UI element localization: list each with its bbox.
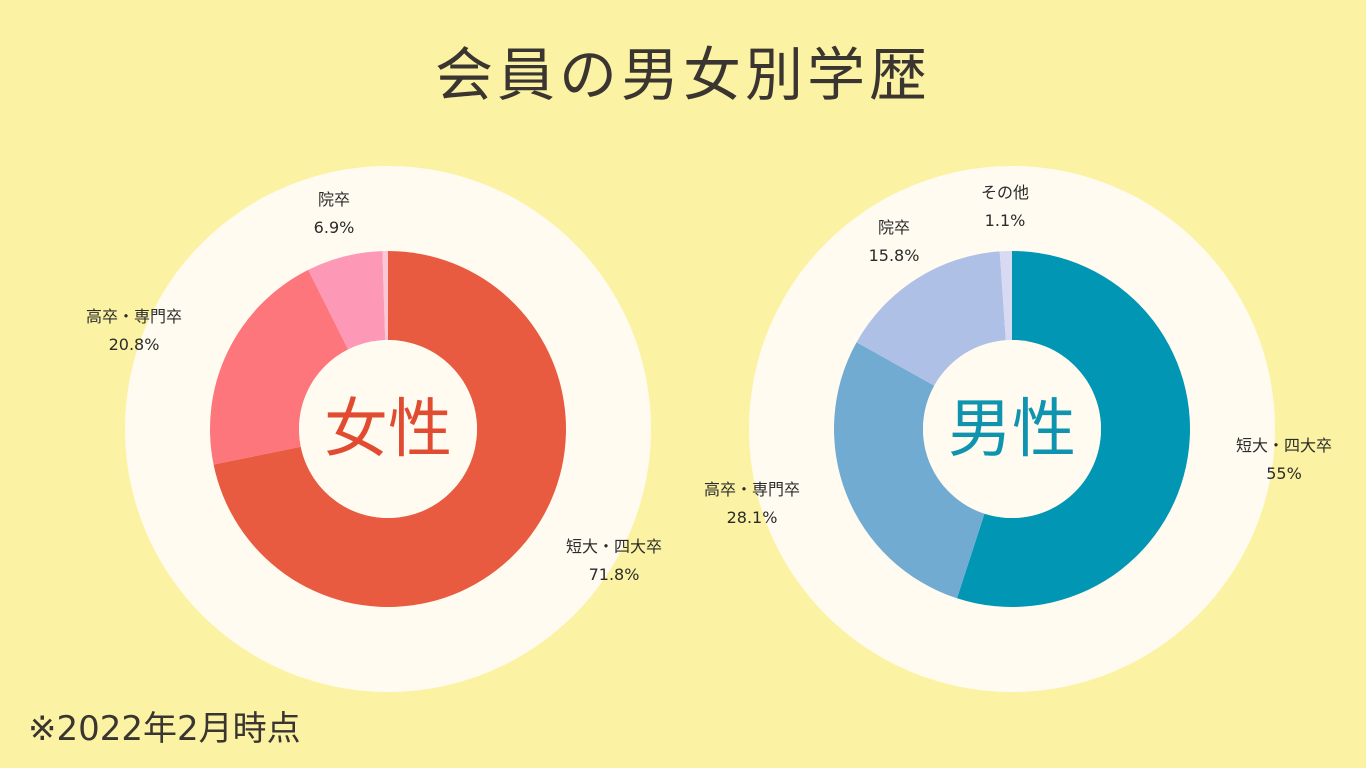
center-label: 女性 [324,393,452,467]
center-label: 男性 [948,393,1076,467]
slice-1-2 [210,269,349,465]
slice-category-label: 院卒 [878,218,910,237]
slice-value-label: 6.9% [314,218,355,237]
slice-value-label: 15.8% [869,246,920,265]
slice-2-1 [956,251,1190,607]
slice-2-4 [999,251,1012,341]
donut-hole [299,340,477,518]
donut-hole [923,340,1101,518]
page-title: 会員の男女別学歴 [434,41,931,109]
slice-category-label: 短大・四大卒 [566,537,662,556]
slice-2-2 [833,342,985,599]
slice-value-label: 55% [1266,464,1302,483]
slice-category-label: 短大・四大卒 [1236,436,1332,455]
slice-category-label: 高卒・専門卒 [704,480,800,499]
footnote: ※2022年2月時点 [28,709,301,749]
slice-category-label: 院卒 [318,190,350,209]
slice-value-label: 1.1% [985,211,1026,230]
slice-1-4 [382,251,388,341]
slice-value-label: 28.1% [727,508,778,527]
slice-value-label: 71.8% [589,565,640,584]
donut-chart-2: 男性短大・四大卒 55% 高卒・専門卒 28.1% 院卒 15.8% その他 1.1% [704,166,1332,692]
slice-value-label: 20.8% [109,335,160,354]
slice-category-label: その他 [981,183,1029,202]
slice-category-label: 高卒・専門卒 [86,307,182,326]
slice-2-3 [856,251,1006,386]
slice-1-1 [213,251,566,607]
slice-1-3 [308,251,386,350]
